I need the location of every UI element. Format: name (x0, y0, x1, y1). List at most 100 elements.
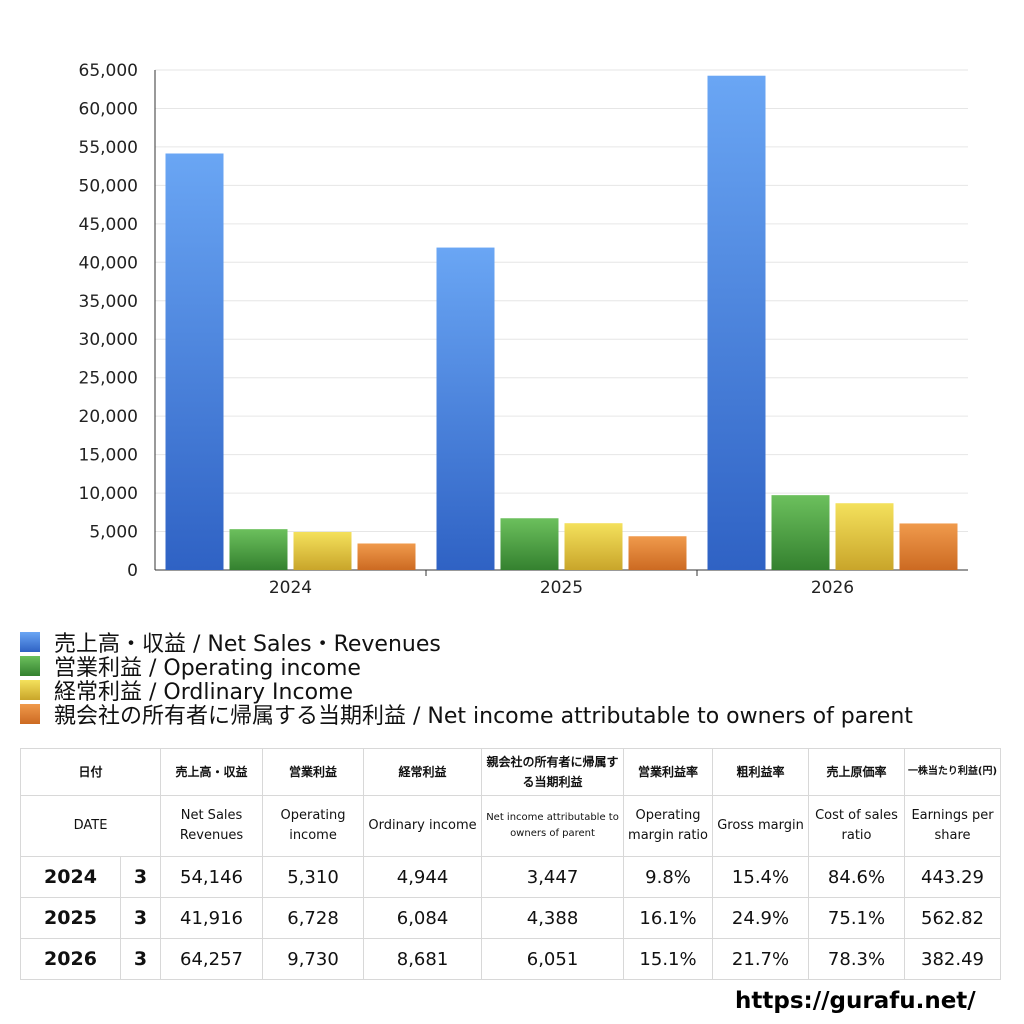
cell-year: 2024 (20, 856, 121, 898)
table-row: 2024 3 54,146 5,310 4,944 3,447 9.8% 15.… (20, 856, 1002, 898)
x-tick-label: 2026 (811, 578, 854, 598)
grid-lines (154, 69, 968, 571)
header-operating-margin-en: Operating margin ratio (623, 795, 714, 857)
cell-operating-income: 6,728 (262, 897, 365, 939)
header-ordinary-income-jp: 経常利益 (363, 748, 483, 796)
legend-item-ordinary-income: 経常利益 / Ordlinary Income (20, 678, 913, 705)
cell-operating-income: 9,730 (262, 938, 365, 980)
financial-table: 日付 売上高・収益 営業利益 経常利益 親会社の所有者に帰属する当期利益 営業利… (19, 748, 1002, 980)
header-operating-income-jp: 営業利益 (262, 748, 365, 796)
bar-2026-series-3 (899, 523, 958, 570)
header-net-sales-en: Net Sales Revenues (160, 795, 264, 857)
cell-net-income: 3,447 (481, 856, 625, 898)
header-date-jp: 日付 (19, 748, 162, 796)
bar-2025-series-1 (500, 518, 559, 570)
bars (165, 75, 958, 571)
header-gross-margin-en: Gross margin (712, 795, 810, 857)
bar-2024-series-2 (293, 531, 352, 570)
y-tick-label: 5,000 (89, 523, 138, 543)
y-tick-label: 50,000 (79, 176, 138, 196)
cell-year: 2025 (20, 897, 121, 939)
cell-ordinary-income: 6,084 (363, 897, 483, 939)
header-cost-ratio-en: Cost of sales ratio (808, 795, 906, 857)
header-operating-income-en: Operating income (262, 795, 365, 857)
cell-operating-margin: 16.1% (623, 897, 714, 939)
bar-2026-series-1 (771, 495, 830, 570)
cell-gross-margin: 15.4% (712, 856, 810, 898)
table-row: 2025 3 41,916 6,728 6,084 4,388 16.1% 24… (20, 897, 1002, 939)
x-axis-tick-labels: 2024 2025 2026 (269, 570, 854, 598)
cell-eps: 562.82 (904, 897, 1002, 939)
cell-month: 3 (119, 938, 162, 980)
bar-2025-series-2 (564, 523, 623, 570)
cell-net-income: 4,388 (481, 897, 625, 939)
legend-label: 売上高・収益 / Net Sales・Revenues (54, 632, 441, 657)
y-tick-label: 60,000 (79, 99, 138, 119)
site-url[interactable]: https://gurafu.net/ (735, 988, 976, 1014)
legend-label: 親会社の所有者に帰属する当期利益 / Net income attributab… (54, 704, 913, 729)
cell-operating-margin: 9.8% (623, 856, 714, 898)
bar-2024-series-0 (165, 153, 224, 570)
legend-swatch (20, 680, 40, 700)
cell-cost-ratio: 75.1% (808, 897, 906, 939)
y-tick-label: 0 (127, 561, 138, 581)
table-header-row-en: DATE Net Sales Revenues Operating income… (19, 795, 1002, 857)
y-axis-tick-labels: 0 5,000 10,000 15,000 20,000 25,000 30,000 35,0… (79, 61, 138, 581)
x-tick-label: 2024 (269, 578, 312, 598)
y-tick-label: 45,000 (79, 215, 138, 235)
header-eps-jp: 一株当たり利益(円) (904, 748, 1002, 796)
y-tick-label: 35,000 (79, 292, 138, 312)
header-date-en: DATE (19, 795, 162, 857)
legend-item-net-income: 親会社の所有者に帰属する当期利益 / Net income attributab… (20, 702, 913, 729)
y-tick-label: 15,000 (79, 446, 138, 466)
cell-eps: 382.49 (904, 938, 1002, 980)
legend-label: 経常利益 / Ordlinary Income (54, 680, 353, 705)
legend-label: 営業利益 / Operating income (54, 656, 361, 681)
header-cost-ratio-jp: 売上原価率 (808, 748, 906, 796)
bar-2024-series-1 (229, 529, 288, 570)
legend: 売上高・収益 / Net Sales・Revenues 営業利益 / Opera… (20, 630, 913, 729)
table-header-row-jp: 日付 売上高・収益 営業利益 経常利益 親会社の所有者に帰属する当期利益 営業利… (19, 748, 1002, 796)
cell-gross-margin: 21.7% (712, 938, 810, 980)
cell-month: 3 (119, 897, 162, 939)
bar-2025-series-3 (628, 536, 687, 570)
header-net-income-jp: 親会社の所有者に帰属する当期利益 (481, 748, 625, 796)
y-tick-label: 30,000 (79, 330, 138, 350)
cell-operating-margin: 15.1% (623, 938, 714, 980)
cell-net-sales: 64,257 (160, 938, 264, 980)
bar-2026-series-2 (835, 503, 894, 570)
legend-swatch (20, 704, 40, 724)
bar-2025-series-0 (436, 247, 495, 571)
bar-2024-series-3 (357, 543, 416, 570)
header-net-income-en: Net income attributable to owners of par… (481, 795, 625, 857)
y-tick-label: 20,000 (79, 407, 138, 427)
cell-cost-ratio: 84.6% (808, 856, 906, 898)
cell-eps: 443.29 (904, 856, 1002, 898)
legend-item-operating-income: 営業利益 / Operating income (20, 654, 913, 681)
y-tick-label: 40,000 (79, 253, 138, 273)
header-gross-margin-jp: 粗利益率 (712, 748, 810, 796)
x-tick-label: 2025 (540, 578, 583, 598)
y-tick-label: 10,000 (79, 484, 138, 504)
cell-gross-margin: 24.9% (712, 897, 810, 939)
header-ordinary-income-en: Ordinary income (363, 795, 483, 857)
cell-ordinary-income: 4,944 (363, 856, 483, 898)
header-net-sales-jp: 売上高・収益 (160, 748, 264, 796)
y-tick-label: 55,000 (79, 138, 138, 158)
y-tick-label: 25,000 (79, 369, 138, 389)
legend-swatch (20, 656, 40, 676)
cell-net-income: 6,051 (481, 938, 625, 980)
bar-chart: 0 5,000 10,000 15,000 20,000 25,000 30,000 35,0… (79, 61, 968, 598)
cell-net-sales: 54,146 (160, 856, 264, 898)
cell-net-sales: 41,916 (160, 897, 264, 939)
bar-2026-series-0 (707, 75, 766, 570)
header-eps-en: Earnings per share (904, 795, 1002, 857)
cell-cost-ratio: 78.3% (808, 938, 906, 980)
y-tick-label: 65,000 (79, 61, 138, 81)
table-row: 2026 3 64,257 9,730 8,681 6,051 15.1% 21… (20, 938, 1002, 980)
cell-ordinary-income: 8,681 (363, 938, 483, 980)
legend-swatch (20, 632, 40, 652)
cell-month: 3 (119, 856, 162, 898)
legend-item-net-sales: 売上高・収益 / Net Sales・Revenues (20, 630, 913, 657)
cell-year: 2026 (20, 938, 121, 980)
